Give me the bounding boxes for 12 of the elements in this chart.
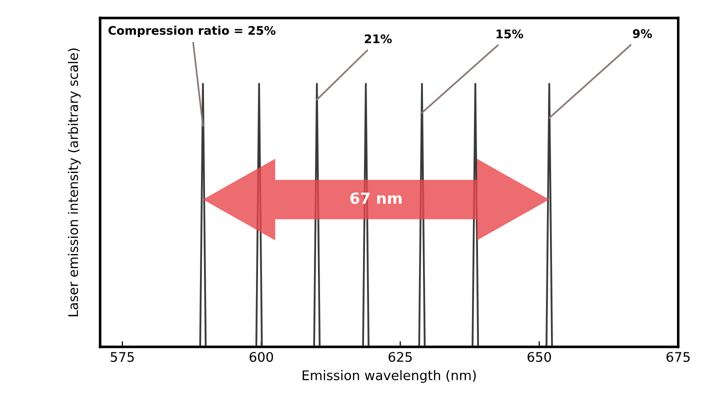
- x-tick-label: 575: [110, 352, 134, 362]
- annotation: Compression ratio = 25%: [108, 26, 276, 38]
- x-tick-label: 600: [250, 352, 274, 362]
- x-tick-label: 625: [388, 352, 412, 362]
- y-axis-title: Laser emission intensity (arbitrary scale): [68, 48, 81, 316]
- x-axis-title: Emission wavelength (nm): [302, 370, 476, 383]
- annotation: 67 nm: [350, 192, 402, 204]
- x-tick-label: 650: [528, 352, 551, 362]
- x-tick-label: 675: [666, 352, 690, 362]
- annotation: 21%: [364, 34, 392, 44]
- annotation: 9%: [632, 29, 652, 38]
- annotation: 15%: [496, 29, 524, 38]
